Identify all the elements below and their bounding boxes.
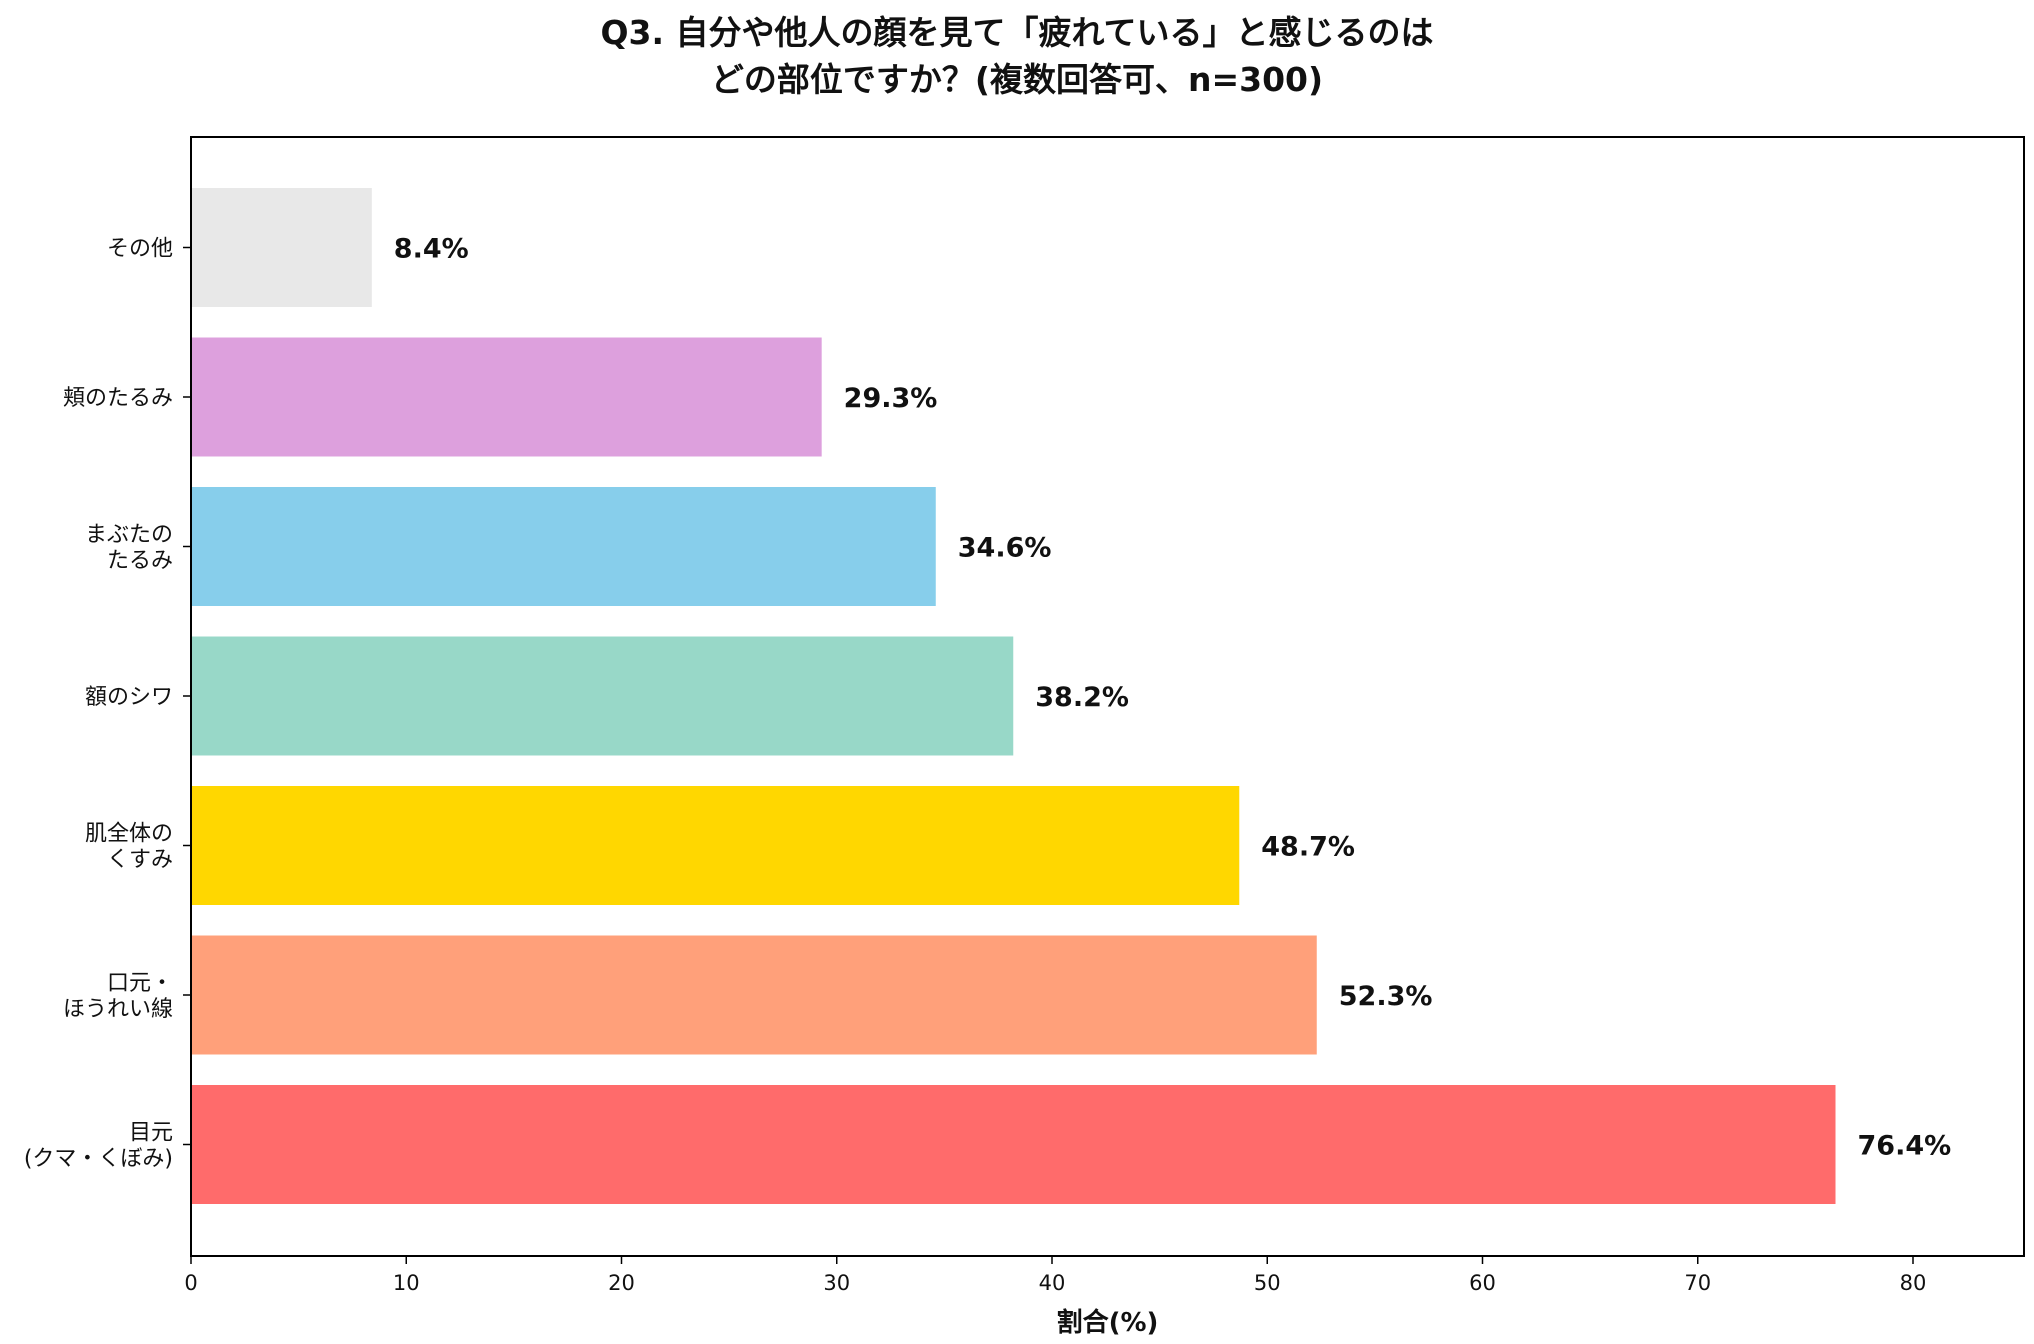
- x-tick-label: 50: [1254, 1271, 1281, 1295]
- bar: [191, 1085, 1836, 1204]
- category-label: くすみ: [107, 848, 173, 873]
- bar: [191, 935, 1317, 1055]
- x-tick-label: 40: [1039, 1271, 1066, 1295]
- bar: [191, 188, 372, 307]
- plot-frame: [190, 136, 2025, 1257]
- x-tick-label: 10: [393, 1271, 420, 1295]
- bar-value-label: 76.4%: [1858, 1131, 1952, 1162]
- category-label: たるみ: [107, 549, 173, 574]
- x-tick-label: 30: [823, 1271, 850, 1295]
- chart-title: Q3. 自分や他人の顔を見て「疲れている」と感じるのはどの部位ですか？(複数回答…: [600, 13, 1433, 99]
- x-tick-label: 80: [1900, 1271, 1927, 1295]
- bar: [191, 636, 1014, 756]
- bar-value-label: 34.6%: [958, 533, 1052, 564]
- category-labels: その他頬のたるみまぶたのたるみ額のシワ肌全体のくすみ口元・ほうれい線目元(クマ・…: [24, 237, 191, 1172]
- bar-value-label: 48.7%: [1261, 832, 1355, 863]
- chart-title-line: Q3. 自分や他人の顔を見て「疲れている」と感じるのは: [600, 13, 1433, 52]
- bar: [191, 487, 936, 606]
- category-label: 額のシワ: [85, 685, 173, 710]
- x-tick-label: 0: [184, 1271, 197, 1295]
- category-label: 頬のたるみ: [63, 386, 173, 411]
- bar-value-label: 8.4%: [394, 234, 469, 265]
- bar: [191, 786, 1240, 905]
- category-label: 肌全体の: [85, 822, 173, 847]
- category-label: ほうれい線: [63, 997, 173, 1022]
- x-tick-label: 20: [608, 1271, 635, 1295]
- bar-value-label: 52.3%: [1339, 981, 1433, 1012]
- category-label: 口元・: [107, 971, 173, 996]
- bars: [191, 188, 1836, 1204]
- category-label: まぶたの: [85, 523, 173, 548]
- category-label: (クマ・くぼみ): [24, 1147, 173, 1172]
- x-tick-label: 70: [1684, 1271, 1711, 1295]
- bar-value-label: 29.3%: [844, 383, 938, 414]
- bar-value-label: 38.2%: [1035, 682, 1129, 713]
- value-labels: 8.4% 29.3% 34.6% 38.2% 48.7% 52.3% 76.4%: [394, 234, 1951, 1162]
- category-label: その他: [107, 237, 173, 262]
- bar: [191, 337, 822, 457]
- x-axis-label: 割合(%): [1057, 1307, 1159, 1338]
- x-axis-ticks: 0 10 20 30 40 50 60 70 80: [184, 1256, 1926, 1295]
- x-tick-label: 60: [1469, 1271, 1496, 1295]
- category-label: 目元: [129, 1121, 173, 1146]
- chart-title-line: どの部位ですか？(複数回答可、n=300): [711, 60, 1323, 99]
